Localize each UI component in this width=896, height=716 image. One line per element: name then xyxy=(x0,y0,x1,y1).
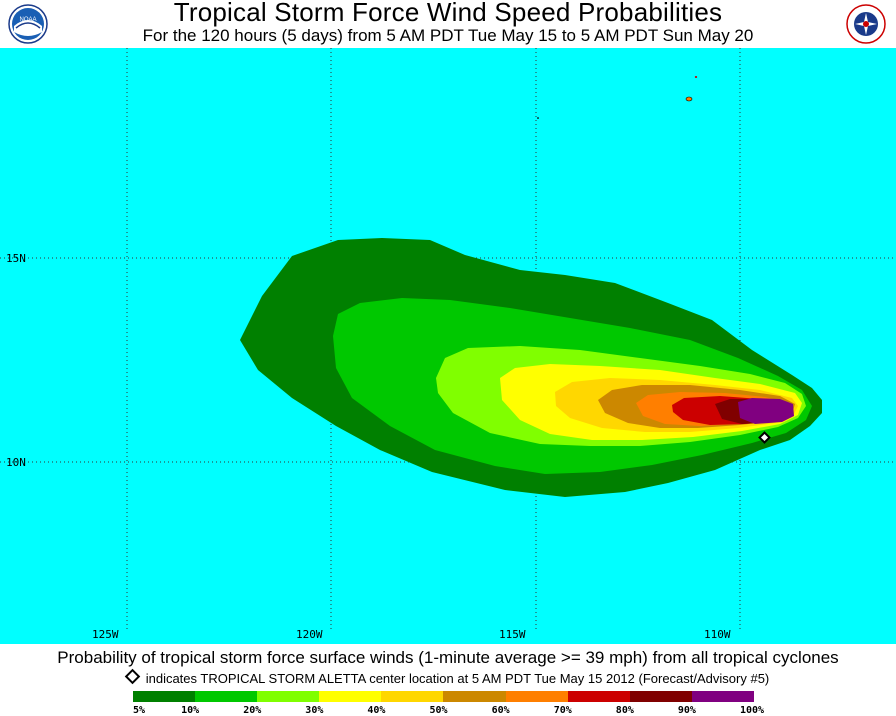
legend-swatch xyxy=(195,691,258,702)
legend-label: 80% xyxy=(615,705,634,716)
lat-label-10n: 10N xyxy=(6,456,26,469)
lon-label-120w: 120W xyxy=(296,628,323,641)
legend-label: 60% xyxy=(491,705,510,716)
legend-label: 20% xyxy=(243,705,262,716)
legend-swatch xyxy=(257,691,320,702)
legend-swatch xyxy=(319,691,382,702)
legend-label: 100% xyxy=(740,705,765,716)
probability-contours xyxy=(240,238,822,497)
svg-text:NOAA: NOAA xyxy=(19,17,36,23)
footer: Probability of tropical storm force surf… xyxy=(0,644,896,716)
page-title: Tropical Storm Force Wind Speed Probabil… xyxy=(173,0,723,27)
legend-label: 40% xyxy=(367,705,386,716)
legend-swatch xyxy=(629,691,692,702)
contour-90 xyxy=(738,398,794,424)
legend-swatch xyxy=(567,691,630,702)
storm-center-marker xyxy=(758,431,771,444)
legend-label: 5% xyxy=(133,705,146,716)
color-legend xyxy=(133,691,754,702)
header: NOAA Tropical Storm Force Wind Speed Pro… xyxy=(0,0,896,48)
legend-label: 10% xyxy=(181,705,200,716)
legend-swatch xyxy=(381,691,444,702)
legend-swatch xyxy=(133,691,196,702)
legend-label: 50% xyxy=(429,705,448,716)
legend-label: 70% xyxy=(553,705,572,716)
lon-label-125w: 125W xyxy=(92,628,119,641)
probability-map xyxy=(0,48,896,644)
map-caption: Probability of tropical storm force surf… xyxy=(57,648,839,667)
lon-label-110w: 110W xyxy=(704,628,731,641)
legend-label: 30% xyxy=(305,705,324,716)
noaa-logo-icon: NOAA xyxy=(8,4,48,44)
lon-label-115w: 115W xyxy=(499,628,526,641)
storm-note-text: indicates TROPICAL STORM ALETTA center l… xyxy=(145,671,770,686)
legend-swatch xyxy=(443,691,506,702)
nws-logo-icon xyxy=(846,4,886,44)
lat-label-15n: 15N xyxy=(6,252,26,265)
islands xyxy=(537,76,698,119)
diamond-icon xyxy=(124,668,140,685)
legend-swatch xyxy=(691,691,754,702)
page-subtitle: For the 120 hours (5 days) from 5 AM PDT… xyxy=(142,26,754,45)
legend-label: 90% xyxy=(677,705,696,716)
legend-swatch xyxy=(505,691,568,702)
storm-note: indicates TROPICAL STORM ALETTA center l… xyxy=(0,668,896,686)
